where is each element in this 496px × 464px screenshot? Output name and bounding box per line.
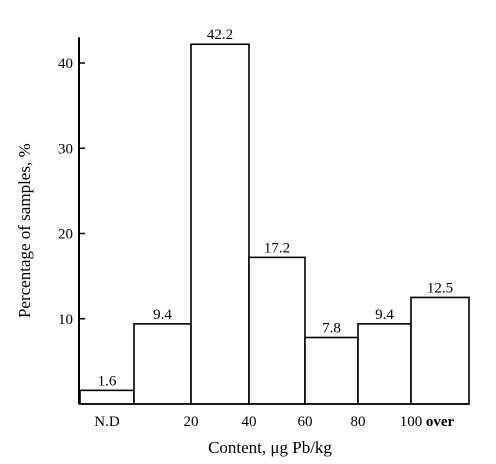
bar-1: [79, 389, 135, 405]
value-labels-group: 1.6 9.4 42.2 17.2 7.8 9.4 12.5: [98, 27, 454, 389]
y-tick-label-10: 10: [58, 312, 73, 328]
x-tick-label-5: 80: [351, 414, 366, 430]
bar-value-label-5: 7.8: [322, 321, 341, 337]
x-tick-label-1: N.D: [94, 414, 120, 430]
x-tick-label-6: 100: [400, 414, 423, 430]
bar-6: [357, 323, 412, 405]
y-axis-title: Percentage of samples, %: [15, 143, 34, 318]
y-ticks-group: 10 20 30 40: [58, 56, 85, 328]
bar-3: [190, 43, 250, 405]
x-ticks-group: N.D 20 40 60 80 100 over: [94, 414, 454, 430]
y-tick-label-40: 40: [58, 56, 73, 72]
x-tick-label-7: over: [426, 414, 455, 430]
x-tick-label-3: 40: [242, 414, 257, 430]
x-tick-label-4: 60: [298, 414, 313, 430]
x-tick-label-2: 20: [184, 414, 199, 430]
bar-value-label-2: 9.4: [153, 307, 172, 323]
x-axis-title: Content, μg Pb/kg: [208, 438, 332, 457]
bar-value-label-6: 9.4: [375, 307, 394, 323]
bar-2: [133, 323, 192, 405]
y-tick-label-20: 20: [58, 227, 73, 243]
bar-value-label-7: 12.5: [427, 280, 453, 296]
bar-7: [410, 296, 470, 405]
bar-5: [304, 336, 359, 405]
bar-4: [248, 256, 306, 405]
bar-value-label-3: 42.2: [207, 27, 233, 43]
bar-value-label-1: 1.6: [98, 373, 117, 389]
bars-group: [79, 43, 470, 405]
y-tick-label-30: 30: [58, 141, 73, 157]
bar-value-label-4: 17.2: [264, 240, 290, 256]
